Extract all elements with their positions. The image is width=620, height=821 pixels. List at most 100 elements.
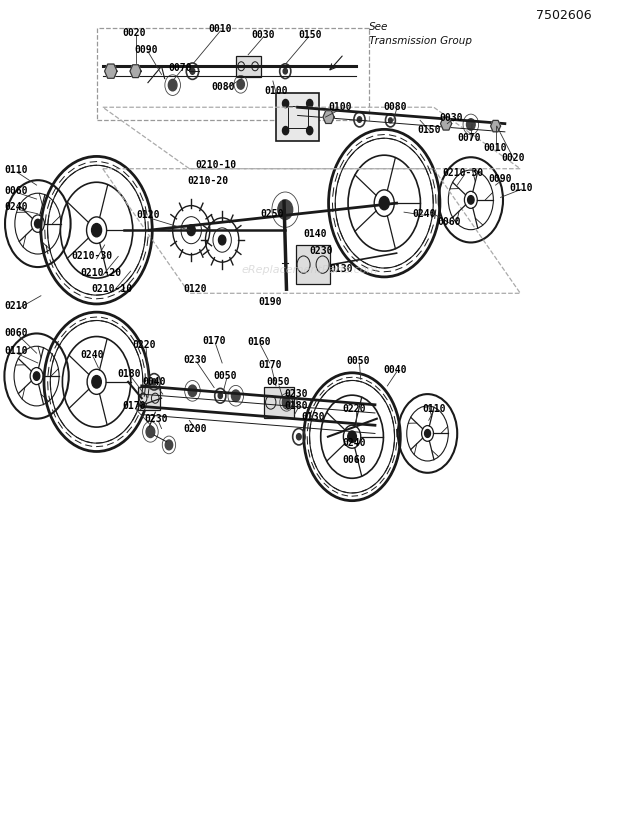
Circle shape	[278, 200, 293, 219]
Circle shape	[283, 397, 290, 407]
Text: 0060: 0060	[343, 455, 366, 465]
Text: 0250: 0250	[260, 209, 283, 218]
Text: 0230: 0230	[145, 414, 169, 424]
Text: 0100: 0100	[328, 103, 352, 112]
Text: 0210-30: 0210-30	[72, 251, 113, 261]
Text: 0060: 0060	[438, 217, 461, 227]
Circle shape	[389, 118, 392, 123]
Text: 0030: 0030	[252, 30, 275, 40]
Bar	[288, 106, 308, 128]
Text: 0050: 0050	[213, 371, 236, 381]
Text: 0210-20: 0210-20	[81, 268, 122, 277]
Circle shape	[166, 440, 172, 450]
Text: 0200: 0200	[184, 424, 207, 433]
Text: Transmission Group: Transmission Group	[369, 36, 472, 46]
Text: 0060: 0060	[4, 186, 28, 196]
Circle shape	[307, 99, 312, 108]
Circle shape	[33, 372, 40, 380]
Text: 0020: 0020	[122, 29, 146, 39]
Text: 0110: 0110	[422, 404, 446, 414]
Circle shape	[231, 390, 240, 401]
Text: 0190: 0190	[258, 297, 281, 307]
Polygon shape	[130, 65, 141, 77]
Text: 0110: 0110	[510, 182, 533, 193]
Circle shape	[188, 385, 197, 397]
Text: 0210-10: 0210-10	[195, 159, 237, 170]
Text: 0160: 0160	[247, 337, 271, 347]
Text: 0020: 0020	[501, 153, 525, 163]
Text: 0030: 0030	[440, 113, 463, 123]
Polygon shape	[490, 121, 500, 132]
Text: 0120: 0120	[184, 284, 207, 294]
Bar	[296, 245, 330, 284]
Text: 0080: 0080	[384, 103, 407, 112]
Text: 0220: 0220	[133, 340, 156, 350]
Text: eReplacementParts.com: eReplacementParts.com	[242, 264, 378, 274]
Text: 0180: 0180	[285, 401, 308, 411]
Circle shape	[35, 219, 41, 228]
Bar	[138, 387, 160, 410]
Text: 0240: 0240	[413, 209, 436, 218]
Circle shape	[348, 431, 356, 443]
Circle shape	[467, 195, 474, 204]
Circle shape	[466, 119, 475, 131]
Text: 0090: 0090	[135, 45, 158, 55]
Text: 0070: 0070	[169, 63, 192, 73]
Text: 0240: 0240	[81, 350, 104, 360]
Text: 0210-20: 0210-20	[187, 176, 229, 186]
Circle shape	[146, 426, 155, 438]
Text: 0220: 0220	[343, 404, 366, 414]
Text: 0080: 0080	[211, 82, 235, 92]
Text: 0040: 0040	[384, 365, 407, 374]
Text: 0230: 0230	[285, 389, 308, 399]
Circle shape	[283, 126, 289, 135]
Circle shape	[218, 235, 226, 245]
Bar	[236, 56, 260, 76]
Text: 0150: 0150	[298, 30, 322, 40]
Text: 0170: 0170	[122, 401, 146, 411]
Text: 0110: 0110	[4, 165, 28, 176]
Text: 0010: 0010	[208, 25, 232, 34]
Text: 0240: 0240	[4, 202, 28, 213]
Text: 0070: 0070	[458, 133, 481, 144]
Text: 0180: 0180	[118, 369, 141, 378]
Polygon shape	[441, 117, 451, 130]
Circle shape	[283, 68, 288, 74]
Text: 0090: 0090	[489, 173, 512, 184]
Text: 0210: 0210	[4, 300, 28, 310]
Circle shape	[307, 126, 312, 135]
Text: 0230: 0230	[309, 245, 333, 255]
Text: 0120: 0120	[136, 210, 160, 220]
Text: 0240: 0240	[343, 438, 366, 448]
Polygon shape	[323, 111, 334, 123]
Circle shape	[169, 80, 177, 91]
Circle shape	[296, 433, 301, 440]
Text: 0050: 0050	[266, 377, 290, 387]
Text: 0130: 0130	[329, 264, 353, 273]
Text: 0210-30: 0210-30	[443, 167, 484, 178]
Circle shape	[92, 375, 101, 388]
Text: 0170: 0170	[202, 336, 226, 346]
Text: 0060: 0060	[4, 328, 28, 337]
Text: 0210-10: 0210-10	[92, 284, 133, 294]
Circle shape	[283, 99, 289, 108]
Text: 0050: 0050	[347, 356, 370, 366]
Circle shape	[190, 68, 195, 74]
Text: 0150: 0150	[417, 125, 441, 135]
Circle shape	[187, 225, 195, 236]
Circle shape	[425, 429, 430, 438]
Text: 0140: 0140	[303, 229, 327, 239]
Circle shape	[218, 393, 223, 398]
Circle shape	[379, 196, 389, 210]
Polygon shape	[105, 64, 117, 78]
Circle shape	[237, 80, 244, 89]
Text: 0110: 0110	[4, 346, 28, 356]
Circle shape	[357, 117, 361, 122]
Circle shape	[92, 223, 102, 236]
Text: 0100: 0100	[264, 86, 288, 96]
Text: 0230: 0230	[184, 355, 207, 365]
Text: See: See	[369, 22, 388, 32]
FancyBboxPatch shape	[277, 93, 319, 141]
Bar	[264, 387, 294, 418]
Text: 0170: 0170	[258, 360, 281, 370]
